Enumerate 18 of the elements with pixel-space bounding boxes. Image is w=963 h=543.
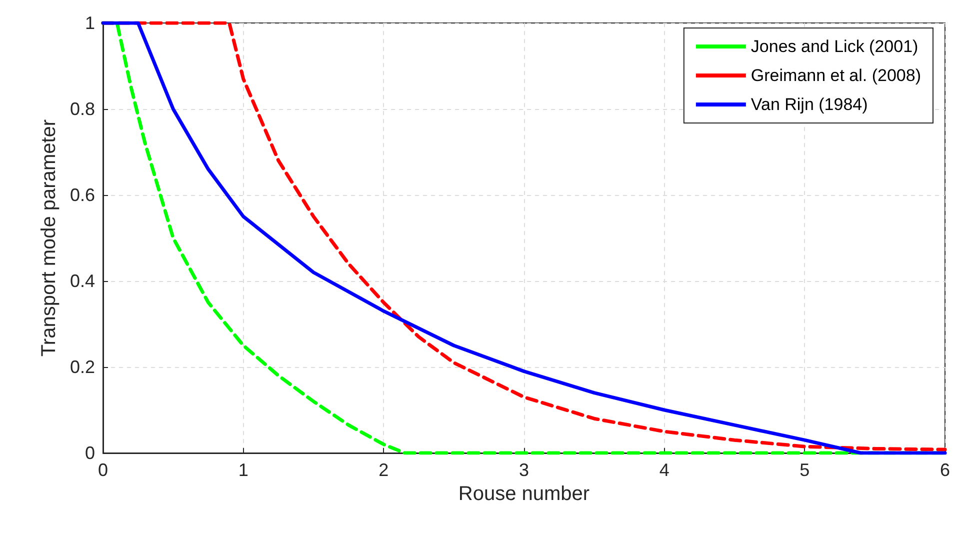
x-tick-label: 3	[518, 460, 530, 480]
x-tick-label: 6	[940, 460, 950, 480]
y-tick-label: 0.8	[70, 99, 95, 119]
x-tick-label: 1	[238, 460, 248, 480]
y-tick-label: 0.4	[70, 271, 95, 291]
x-tick-label: 0	[98, 460, 108, 480]
y-axis-title: Transport mode parameter	[38, 119, 60, 357]
x-axis-title: Rouse number	[458, 482, 590, 505]
y-tick-label: 0.6	[70, 185, 95, 205]
y-tick-label: 1	[84, 13, 95, 33]
x-tick-label: 5	[800, 460, 810, 480]
y-tick-label: 0.2	[70, 357, 95, 377]
legend-label: Jones and Lick (2001)	[750, 37, 918, 56]
x-tick-label: 4	[659, 460, 670, 480]
legend-label: Greimann et al. (2008)	[750, 66, 922, 85]
x-tick-label: 2	[378, 460, 389, 480]
y-tick-label: 0	[84, 443, 95, 463]
legend-label: Van Rijn (1984)	[750, 95, 868, 114]
